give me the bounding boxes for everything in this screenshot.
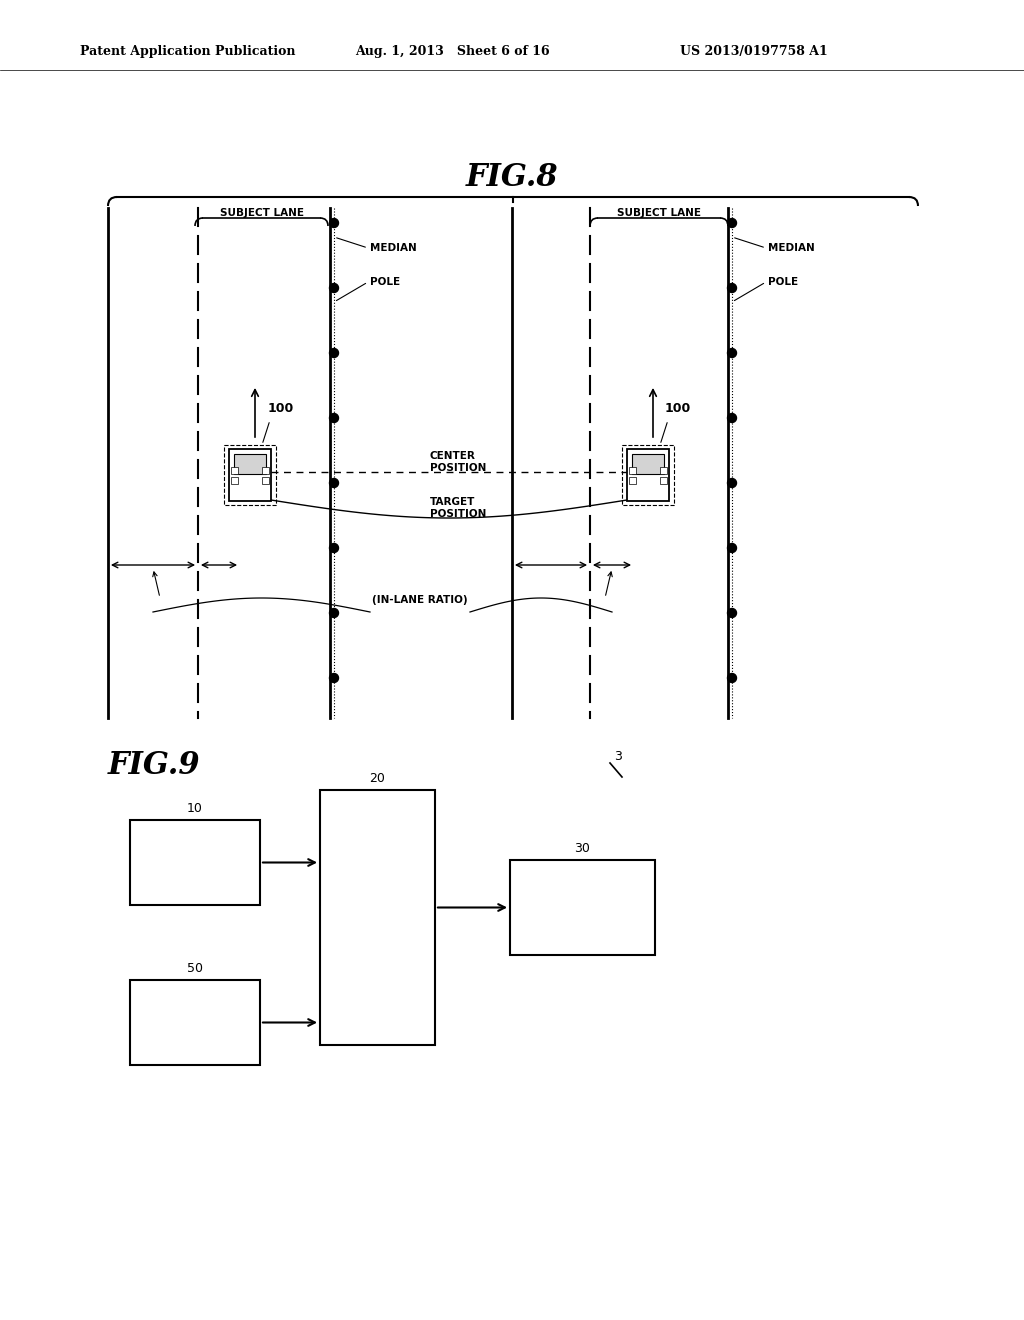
Text: SUBJECT LANE: SUBJECT LANE [220,209,304,218]
Text: 30: 30 [574,842,591,854]
Circle shape [727,413,736,422]
Bar [224,445,276,506]
Circle shape [330,673,339,682]
Circle shape [727,219,736,227]
Text: POLE: POLE [370,277,400,286]
Bar [319,789,435,1045]
Circle shape [727,673,736,682]
Text: MEDIAN: MEDIAN [370,243,417,253]
Text: PERIPHERAL
STATE
DETECTING
SECTION: PERIPHERAL STATE DETECTING SECTION [159,840,231,886]
Text: 100: 100 [665,401,691,414]
Circle shape [330,348,339,358]
Text: FIG.8: FIG.8 [466,162,558,194]
Bar [660,477,667,484]
Text: US 2013/0197758 A1: US 2013/0197758 A1 [680,45,827,58]
Circle shape [727,609,736,618]
Circle shape [727,479,736,487]
Bar [660,467,667,474]
Bar [632,454,664,474]
Circle shape [727,348,736,358]
Bar [627,449,669,502]
Text: MEDIAN: MEDIAN [768,243,815,253]
Text: 100: 100 [268,401,294,414]
Bar [629,477,636,484]
Text: 20: 20 [370,771,385,784]
Circle shape [330,284,339,293]
Text: CONTROL
SECTION: CONTROL SECTION [348,907,408,929]
Text: 10: 10 [187,801,203,814]
Text: POLE: POLE [768,277,798,286]
Text: CENTER
POSITION: CENTER POSITION [430,451,486,473]
Circle shape [330,609,339,618]
Circle shape [727,544,736,553]
Bar [234,454,266,474]
Bar [510,861,655,954]
Circle shape [330,219,339,227]
Text: 50: 50 [187,961,203,974]
Text: BIOLOGICAL
SIGNAL
DETECTING
SECTION: BIOLOGICAL SIGNAL DETECTING SECTION [160,999,230,1045]
Bar [231,477,238,484]
Text: (IN-LANE RATIO): (IN-LANE RATIO) [372,595,468,605]
Text: 3: 3 [614,751,622,763]
Bar [130,979,260,1065]
Text: Aug. 1, 2013   Sheet 6 of 16: Aug. 1, 2013 Sheet 6 of 16 [355,45,550,58]
Bar [629,467,636,474]
Circle shape [330,479,339,487]
Circle shape [330,413,339,422]
Text: AUTOMATIC
STEERING
CONTROL
SECTION: AUTOMATIC STEERING CONTROL SECTION [548,884,616,931]
Text: TARGET
POSITION: TARGET POSITION [430,496,486,519]
Text: Patent Application Publication: Patent Application Publication [80,45,296,58]
Bar [229,449,271,502]
Text: SUBJECT LANE: SUBJECT LANE [617,209,701,218]
Bar [231,467,238,474]
Bar [130,820,260,906]
Circle shape [727,284,736,293]
Text: FIG.9: FIG.9 [108,750,201,780]
Circle shape [330,544,339,553]
Bar [262,467,269,474]
Bar [262,477,269,484]
Bar [622,445,674,506]
